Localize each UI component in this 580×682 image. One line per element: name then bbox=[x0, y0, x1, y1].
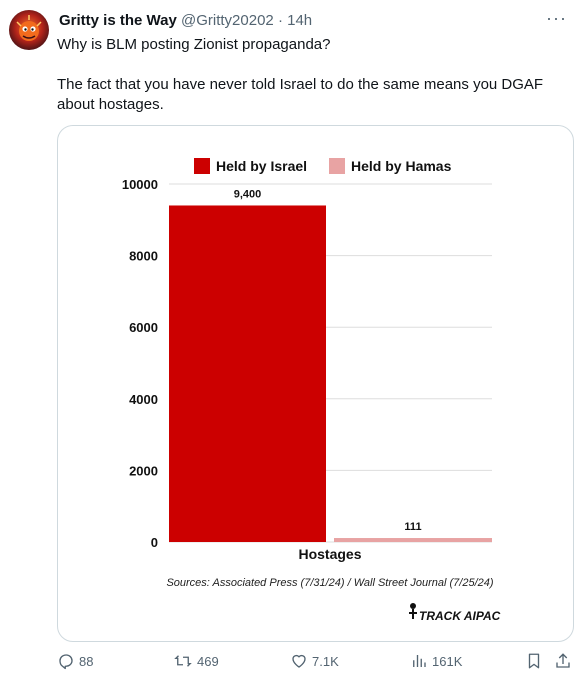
logo-text: TRACK AIPAC bbox=[419, 609, 501, 623]
y-tick-label: 4000 bbox=[129, 392, 158, 407]
y-tick-label: 10000 bbox=[122, 177, 158, 192]
chart-source: Sources: Associated Press (7/31/24) / Wa… bbox=[166, 577, 493, 589]
views-icon bbox=[413, 655, 426, 667]
x-axis-category-label: Hostages bbox=[298, 546, 361, 562]
bookmark-icon bbox=[528, 653, 540, 669]
share-button[interactable] bbox=[554, 652, 576, 670]
bar-israel bbox=[169, 205, 326, 542]
reply-icon bbox=[59, 654, 73, 670]
track-aipac-logo: TRACK AIPAC bbox=[409, 603, 501, 623]
y-tick-label: 0 bbox=[151, 535, 158, 550]
legend-swatch-israel bbox=[194, 158, 210, 174]
author-name[interactable]: Gritty is the Way bbox=[59, 12, 177, 29]
tweet-header: Gritty is the Way @Gritty20202 · 14h bbox=[59, 12, 312, 30]
tweet-actions: 88 469 7.1K 161K bbox=[0, 652, 580, 676]
bar-chart: Held by Israel Held by Hamas 0 2000 4000 60… bbox=[122, 158, 501, 623]
tweet-text-line1: Why is BLM posting Zionist propaganda? bbox=[57, 36, 331, 53]
views-count: 161K bbox=[432, 653, 463, 669]
tweet-text: Why is BLM posting Zionist propaganda? T… bbox=[57, 35, 562, 115]
author-handle[interactable]: @Gritty20202 bbox=[180, 12, 274, 29]
data-label-israel: 9,400 bbox=[234, 188, 262, 200]
more-options-icon[interactable]: ··· bbox=[546, 8, 567, 28]
y-tick-label: 6000 bbox=[129, 320, 158, 335]
bookmark-button[interactable] bbox=[525, 652, 547, 670]
avatar[interactable] bbox=[9, 10, 49, 50]
heart-icon bbox=[292, 654, 306, 668]
share-icon bbox=[556, 653, 570, 668]
tweet-text-line2: The fact that you have never told Israel… bbox=[57, 76, 544, 113]
views-button[interactable]: 161K bbox=[410, 652, 462, 670]
like-count: 7.1K bbox=[312, 653, 339, 669]
like-button[interactable]: 7.1K bbox=[290, 652, 339, 670]
y-tick-label: 2000 bbox=[129, 463, 158, 478]
tweet-image[interactable]: Held by Israel Held by Hamas 0 2000 4000 60… bbox=[57, 125, 574, 642]
repost-button[interactable]: 469 bbox=[173, 652, 219, 670]
legend-label-israel: Held by Israel bbox=[216, 158, 307, 174]
legend-label-hamas: Held by Hamas bbox=[351, 158, 452, 174]
reply-count: 88 bbox=[79, 653, 94, 669]
data-label-hamas: 111 bbox=[404, 521, 421, 533]
reply-button[interactable]: 88 bbox=[57, 652, 93, 670]
gritty-avatar-icon bbox=[16, 15, 42, 41]
bar-hamas bbox=[334, 538, 492, 542]
timestamp[interactable]: 14h bbox=[287, 12, 313, 29]
y-tick-label: 8000 bbox=[129, 249, 158, 264]
repost-count: 469 bbox=[197, 653, 219, 669]
legend-swatch-hamas bbox=[329, 158, 345, 174]
separator-dot: · bbox=[277, 12, 283, 29]
repost-icon bbox=[174, 655, 192, 667]
